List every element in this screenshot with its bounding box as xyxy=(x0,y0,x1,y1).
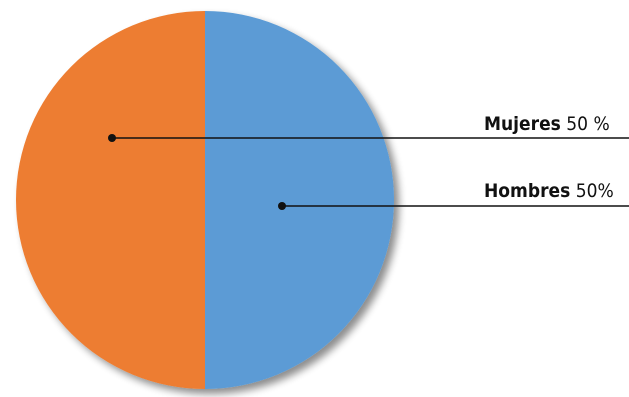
data-label-mujeres: Mujeres 50 % xyxy=(484,113,610,135)
data-label-value: 50% xyxy=(570,180,613,202)
data-label-value: 50 % xyxy=(561,113,610,135)
pie-slice-hombres xyxy=(205,11,394,389)
data-label-name: Hombres xyxy=(484,180,570,202)
pie-slice-mujeres xyxy=(16,11,205,389)
leader-dot-hombres xyxy=(278,202,286,210)
data-label-name: Mujeres xyxy=(484,113,561,135)
leader-dot-mujeres xyxy=(108,134,116,142)
data-label-hombres: Hombres 50% xyxy=(484,180,614,202)
